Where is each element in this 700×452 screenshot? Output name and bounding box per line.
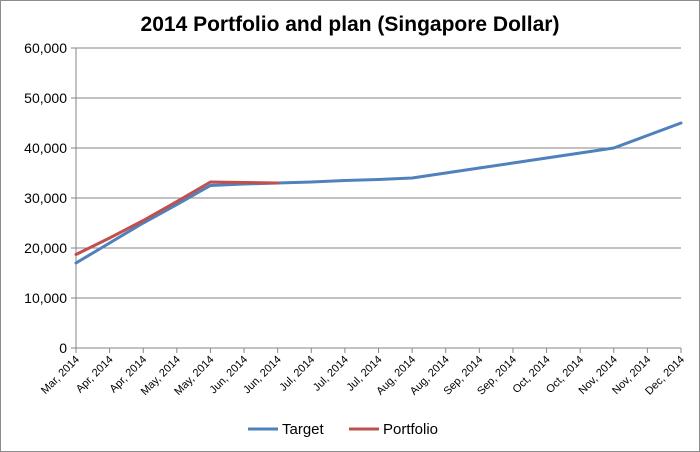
x-tick-label: Jul, 2014 (277, 354, 317, 394)
y-tick-label: 0 (59, 340, 67, 356)
legend-label-portfolio: Portfolio (383, 421, 438, 438)
y-axis-ticks: 0 10,000 20,000 30,000 40,000 50,000 60,000 (24, 40, 76, 356)
series-line-target (74, 121, 683, 265)
y-tick-label: 40,000 (24, 140, 67, 156)
y-tick-label: 50,000 (24, 90, 67, 106)
series-line-portfolio (74, 180, 280, 256)
y-tick-label: 60,000 (24, 40, 67, 56)
y-tick-label: 20,000 (24, 240, 67, 256)
legend-label-target: Target (282, 421, 325, 438)
y-tick-label: 30,000 (24, 190, 67, 206)
legend: Target Portfolio (248, 421, 438, 438)
x-tick-label: Mar, 2014 (39, 354, 82, 397)
y-tick-label: 10,000 (24, 290, 67, 306)
x-tick-label: Jul, 2014 (311, 354, 351, 394)
chart-title: 2014 Portfolio and plan (Singapore Dolla… (140, 13, 560, 36)
series-lines (74, 121, 683, 265)
gridlines (76, 47, 681, 299)
